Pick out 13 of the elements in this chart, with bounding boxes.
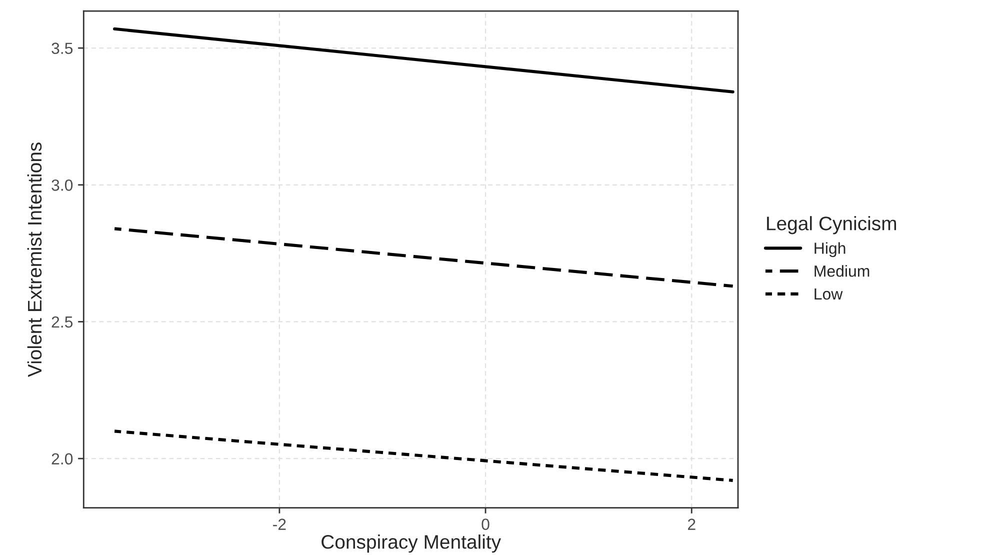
y-axis-title: Violent Extremist Intentions <box>27 142 42 378</box>
y-tick-label: 3.5 <box>52 42 73 54</box>
legend-title: Legal Cynicism <box>767 216 896 234</box>
legend-label: High <box>814 242 846 258</box>
x-axis-title: Conspiracy Mentality <box>322 534 502 553</box>
x-tick-label: 0 <box>482 518 490 530</box>
x-tick-label: -2 <box>273 518 286 530</box>
legend-label: Medium <box>814 265 870 277</box>
y-tick-label: 2.0 <box>52 453 73 465</box>
x-tick-label: 2 <box>688 518 696 530</box>
legend-label: Low <box>814 288 843 300</box>
y-tick-label: 3.0 <box>52 180 73 191</box>
y-tick-label: 2.5 <box>52 316 73 328</box>
